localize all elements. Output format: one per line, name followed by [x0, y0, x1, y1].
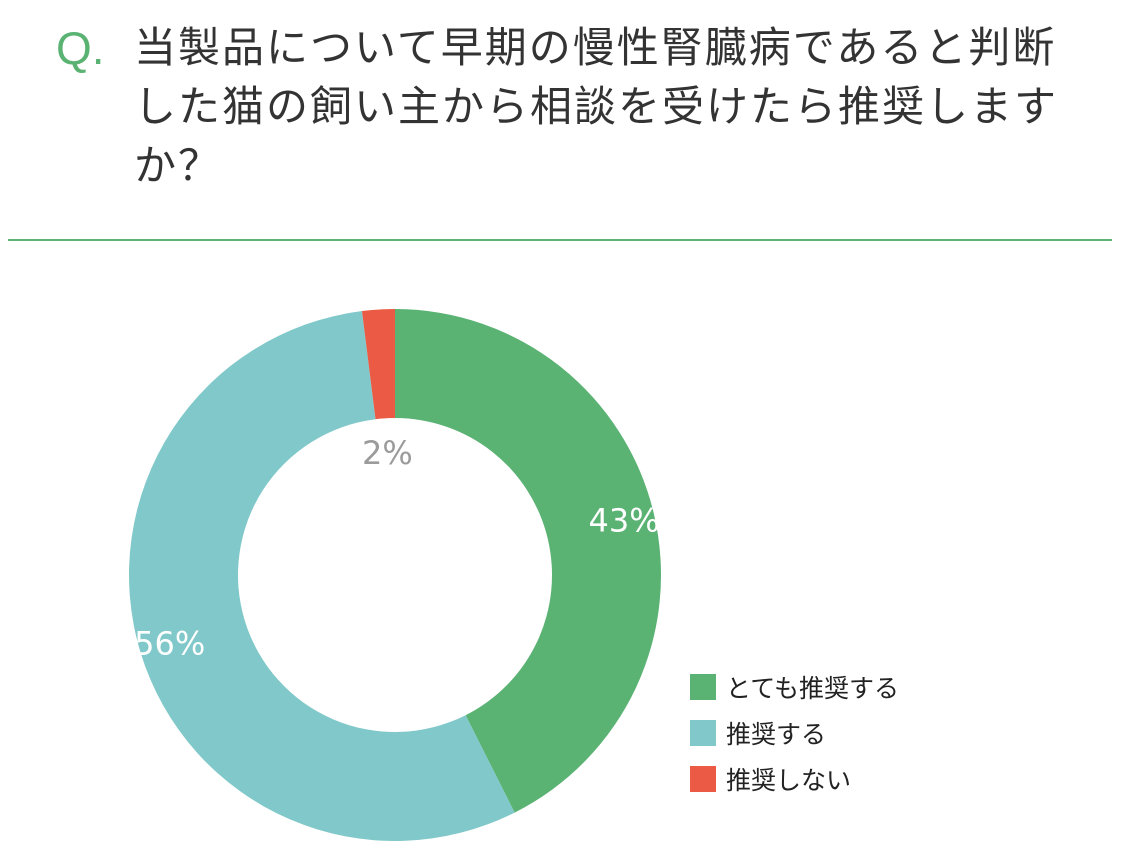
- slice-recommend: [129, 311, 515, 841]
- question-text: 当製品について早期の慢性腎臓病であると判断した猫の飼い主から相談を受けたら推奨し…: [134, 23, 1059, 190]
- donut-slice-labels: 43% 56% 2%: [134, 434, 660, 662]
- slice-label-very-recommend: 43%: [589, 502, 660, 540]
- legend: とても推奨する 推奨する 推奨しない: [690, 672, 899, 810]
- legend-swatch: [690, 674, 716, 700]
- legend-item-very-recommend: とても推奨する: [690, 672, 900, 703]
- legend-item-recommend: 推奨する: [690, 718, 899, 749]
- legend-swatch: [690, 766, 716, 792]
- legend-swatch: [690, 720, 716, 746]
- slice-not-recommend: [361, 309, 395, 420]
- slice-very-recommend: [395, 309, 662, 813]
- legend-item-not-recommend: 推奨しない: [690, 764, 899, 795]
- slice-label-not-recommend: 2%: [362, 434, 413, 472]
- slice-label-recommend: 56%: [134, 625, 205, 663]
- legend-label: 推奨しない: [726, 766, 852, 795]
- divider: [8, 239, 1112, 241]
- legend-label: 推奨する: [726, 720, 827, 749]
- donut-slices: [129, 309, 662, 841]
- question-mark: Q.: [56, 22, 105, 74]
- legend-label: とても推奨する: [726, 674, 900, 703]
